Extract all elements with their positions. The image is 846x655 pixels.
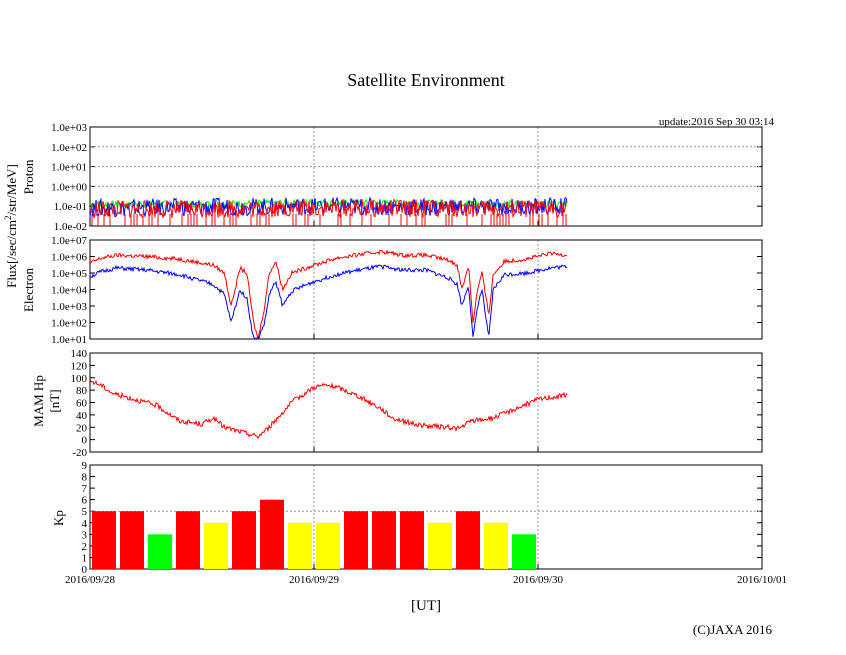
kp-bar <box>428 522 452 569</box>
mam-hp-frame <box>89 352 763 453</box>
kp-ytick-label: 5 <box>82 506 88 518</box>
kp-ytick-label: 4 <box>82 518 88 530</box>
flux-label-suffix: /str/MeV] <box>4 164 19 215</box>
kp-ytick-label: 9 <box>82 460 88 472</box>
proton-flux-series-red <box>89 198 568 220</box>
kp-bar <box>316 522 340 569</box>
flux-axis-label: Flux[/sec/cm2/str/MeV] <box>3 164 19 288</box>
mam-hp-ytick-label: 60 <box>76 398 88 410</box>
flux-label-prefix: Flux[/sec/cm <box>4 220 19 288</box>
mam-hp-ytick-label: 0 <box>82 435 88 447</box>
proton-flux-ytick-label: 1.0e+03 <box>51 122 87 134</box>
electron-flux-frame <box>89 239 763 340</box>
marks-group <box>89 195 568 569</box>
mam-axis-label-1: MAM Hp <box>31 375 46 427</box>
chart-title: Satellite Environment <box>347 70 504 90</box>
proton-flux-ytick-label: 1.0e-01 <box>54 201 87 213</box>
kp-ytick-label: 6 <box>82 495 88 507</box>
kp-ytick-label: 8 <box>82 472 88 484</box>
x-tick-label: 2016/09/30 <box>513 574 564 586</box>
kp-bar <box>148 534 172 569</box>
kp-ytick-label: 0 <box>82 564 88 576</box>
mam-hp-ytick-label: 80 <box>76 385 88 397</box>
x-tick-label: 2016/10/01 <box>737 574 787 586</box>
kp-bar <box>176 511 200 569</box>
flux-label-sup: 2 <box>3 215 13 220</box>
proton-flux-frame <box>89 126 763 227</box>
electron-flux-series-blue <box>89 264 568 340</box>
mam-hp-ytick-label: -20 <box>72 447 87 459</box>
kp-bar <box>120 511 144 569</box>
kp-bar <box>456 511 480 569</box>
kp-bar <box>400 511 424 569</box>
proton-flux-ytick-label: 1.0e+02 <box>51 142 87 154</box>
proton-flux-ytick-label: 1.0e-02 <box>54 221 87 233</box>
axes-group: 1.0e-02 1.0e-01 1.0e+00 1.0e+01 1.0e+02 1.0e+… <box>51 122 787 586</box>
proton-flux-ytick-label: 1.0e+00 <box>51 181 87 193</box>
mam-hp-ytick-label: 20 <box>76 422 88 434</box>
kp-ytick-label: 2 <box>82 541 88 553</box>
x-tick-label: 2016/09/29 <box>289 574 340 586</box>
kp-ytick-label: 3 <box>82 529 88 541</box>
mam-hp-ytick-label: 100 <box>71 373 88 385</box>
electron-flux-ytick-label: 1.0e+07 <box>51 235 87 247</box>
mam-hp-ytick-label: 40 <box>76 410 88 422</box>
kp-bar <box>512 534 536 569</box>
electron-flux-series-red <box>89 249 568 340</box>
proton-axis-label: Proton <box>21 159 36 194</box>
mam-hp-series-Hp <box>89 378 568 440</box>
kp-bar <box>344 511 368 569</box>
proton-red-spikes <box>91 214 567 226</box>
proton-flux-ytick-label: 1.0e+01 <box>51 162 87 174</box>
copyright-text: (C)JAXA 2016 <box>693 622 773 637</box>
kp-bar <box>288 522 312 569</box>
kp-bar <box>204 522 228 569</box>
kp-bar <box>232 511 256 569</box>
x-axis-label: [UT] <box>411 598 441 614</box>
kp-bar <box>484 522 508 569</box>
update-timestamp: update:2016 Sep 30 03:14 <box>659 116 775 128</box>
mam-hp-ytick-label: 120 <box>71 360 88 372</box>
electron-flux-ytick-label: 1.0e+04 <box>51 285 87 297</box>
kp-ytick-label: 1 <box>82 552 88 564</box>
mam-axis-label-2: [nT] <box>47 389 62 412</box>
electron-flux-ytick-label: 1.0e+06 <box>51 252 87 264</box>
x-tick-label: 2016/09/28 <box>65 574 116 586</box>
electron-flux-ytick-label: 1.0e+03 <box>51 301 87 313</box>
electron-flux-ytick-label: 1.0e+05 <box>51 268 87 280</box>
kp-bar <box>372 511 396 569</box>
kp-bar <box>92 511 116 569</box>
mam-hp-ytick-label: 140 <box>71 348 88 360</box>
electron-axis-label: Electron <box>21 267 36 312</box>
kp-bar <box>260 499 284 569</box>
kp-frame <box>89 464 763 570</box>
electron-flux-ytick-label: 1.0e+01 <box>51 334 87 346</box>
proton-flux-series-blue <box>89 195 568 219</box>
electron-flux-ytick-label: 1.0e+02 <box>51 318 87 330</box>
kp-ytick-label: 7 <box>82 483 88 495</box>
kp-axis-label: Kp <box>51 510 66 526</box>
